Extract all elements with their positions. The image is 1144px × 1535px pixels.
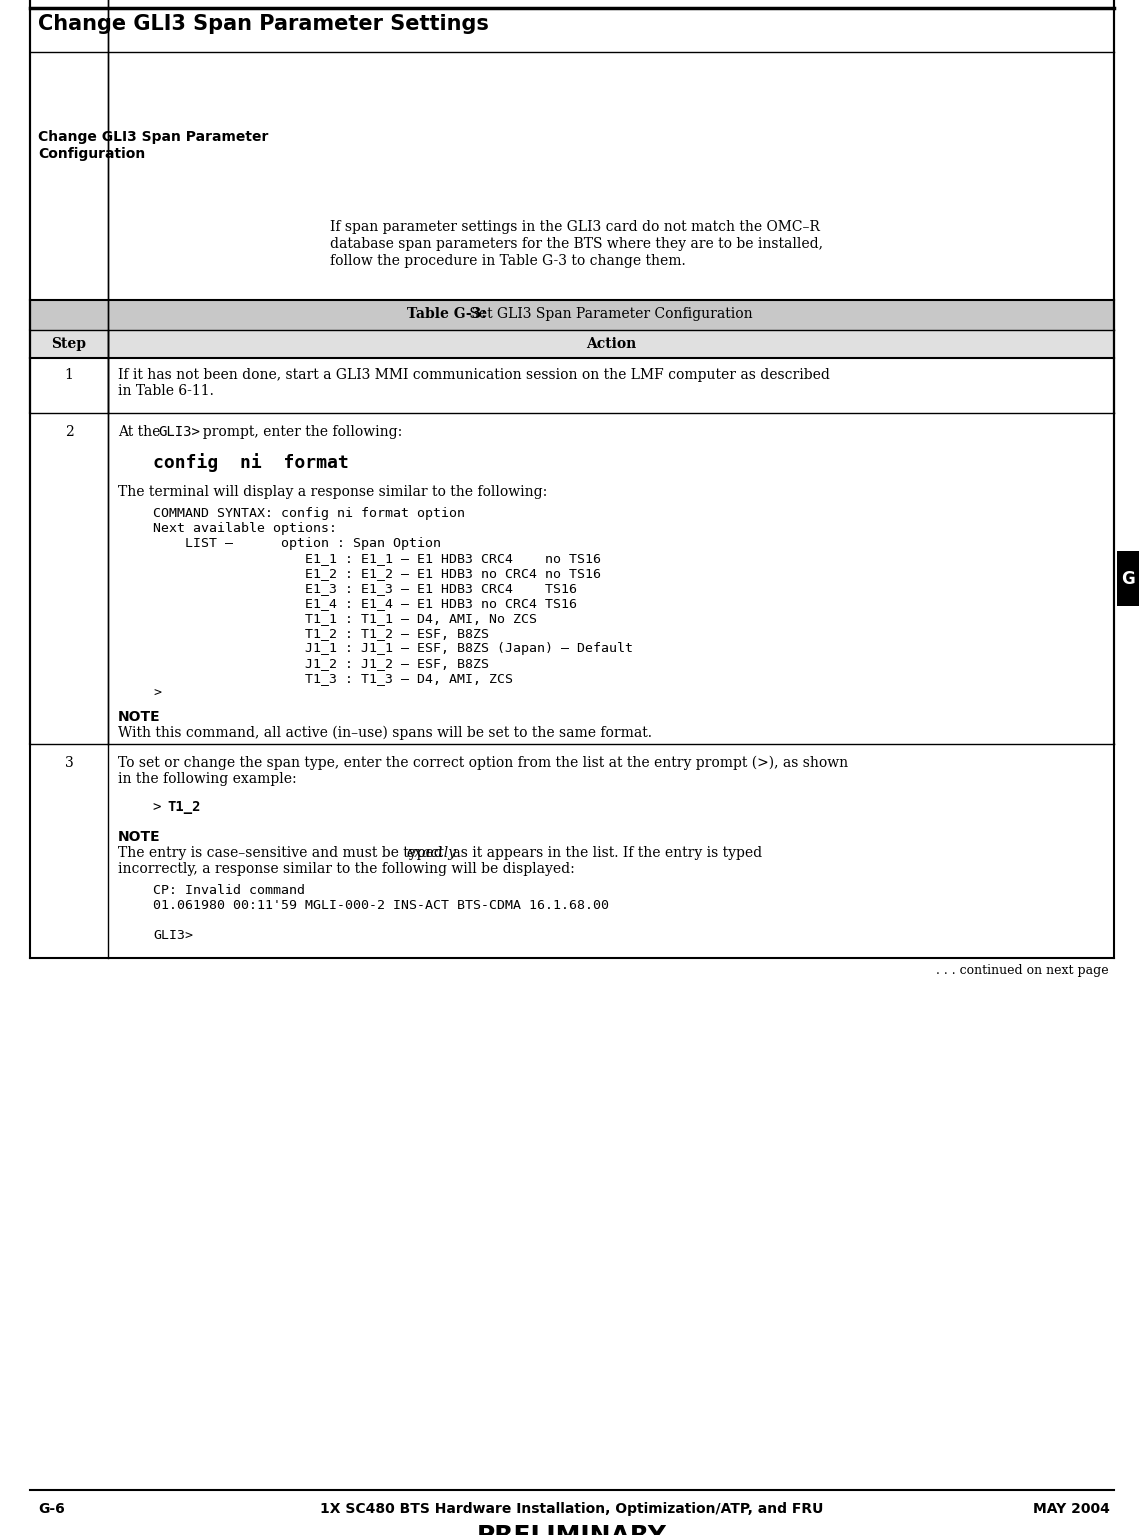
Text: To set or change the span type, enter the correct option from the list at the en: To set or change the span type, enter th… bbox=[118, 757, 848, 771]
Text: With this command, all active (in–use) spans will be set to the same format.: With this command, all active (in–use) s… bbox=[118, 726, 652, 740]
Bar bbox=[1117, 551, 1139, 606]
Text: If it has not been done, start a GLI3 MMI communication session on the LMF compu: If it has not been done, start a GLI3 MM… bbox=[118, 368, 829, 398]
Text: If span parameter settings in the GLI3 card do not match the OMC–R: If span parameter settings in the GLI3 c… bbox=[329, 220, 820, 233]
Text: 2: 2 bbox=[64, 425, 73, 439]
Text: COMMAND SYNTAX: config ni format option: COMMAND SYNTAX: config ni format option bbox=[153, 507, 464, 520]
Text: Action: Action bbox=[586, 338, 636, 352]
Text: exactly: exactly bbox=[406, 846, 456, 860]
Text: config  ni  format: config ni format bbox=[153, 453, 349, 471]
Text: Set GLI3 Span Parameter Configuration: Set GLI3 Span Parameter Configuration bbox=[464, 307, 753, 321]
Text: Change GLI3 Span Parameter Settings: Change GLI3 Span Parameter Settings bbox=[38, 14, 488, 34]
Text: >: > bbox=[153, 688, 161, 700]
Text: 3: 3 bbox=[64, 757, 73, 771]
Text: Table G-3:: Table G-3: bbox=[407, 307, 486, 321]
Text: CP: Invalid command: CP: Invalid command bbox=[153, 884, 305, 896]
Text: as it appears in the list. If the entry is typed: as it appears in the list. If the entry … bbox=[448, 846, 762, 860]
Text: PRELIMINARY: PRELIMINARY bbox=[477, 1524, 667, 1535]
Text: 01.061980 00:11'59 MGLI-000-2 INS-ACT BTS-CDMA 16.1.68.00: 01.061980 00:11'59 MGLI-000-2 INS-ACT BT… bbox=[153, 900, 609, 912]
Text: 1X SC480 BTS Hardware Installation, Optimization/ATP, and FRU: 1X SC480 BTS Hardware Installation, Opti… bbox=[320, 1503, 824, 1517]
Text: At the: At the bbox=[118, 425, 165, 439]
Bar bbox=[30, 299, 1114, 330]
Text: E1_4 : E1_4 – E1 HDB3 no CRC4 TS16: E1_4 : E1_4 – E1 HDB3 no CRC4 TS16 bbox=[153, 597, 577, 609]
Text: >: > bbox=[153, 800, 169, 814]
Text: prompt, enter the following:: prompt, enter the following: bbox=[194, 425, 403, 439]
Text: follow the procedure in Table G-3 to change them.: follow the procedure in Table G-3 to cha… bbox=[329, 253, 685, 269]
Text: J1_2 : J1_2 – ESF, B8ZS: J1_2 : J1_2 – ESF, B8ZS bbox=[153, 657, 488, 669]
Text: in the following example:: in the following example: bbox=[118, 772, 296, 786]
Text: Next available options:: Next available options: bbox=[153, 522, 337, 536]
Text: MAY 2004: MAY 2004 bbox=[1033, 1503, 1110, 1517]
Text: T1_3 : T1_3 – D4, AMI, ZCS: T1_3 : T1_3 – D4, AMI, ZCS bbox=[153, 672, 513, 685]
Text: E1_1 : E1_1 – E1 HDB3 CRC4    no TS16: E1_1 : E1_1 – E1 HDB3 CRC4 no TS16 bbox=[153, 553, 601, 565]
Text: The terminal will display a response similar to the following:: The terminal will display a response sim… bbox=[118, 485, 547, 499]
Text: G: G bbox=[1121, 569, 1135, 588]
Text: GLI3>: GLI3> bbox=[153, 929, 193, 942]
Text: Configuration: Configuration bbox=[38, 147, 145, 161]
Text: T1_1 : T1_1 – D4, AMI, No ZCS: T1_1 : T1_1 – D4, AMI, No ZCS bbox=[153, 612, 537, 625]
Text: LIST –      option : Span Option: LIST – option : Span Option bbox=[153, 537, 440, 550]
Text: E1_3 : E1_3 – E1 HDB3 CRC4    TS16: E1_3 : E1_3 – E1 HDB3 CRC4 TS16 bbox=[153, 582, 577, 596]
Text: NOTE: NOTE bbox=[118, 711, 160, 725]
Text: GLI3>: GLI3> bbox=[158, 425, 200, 439]
Text: incorrectly, a response similar to the following will be displayed:: incorrectly, a response similar to the f… bbox=[118, 863, 574, 876]
Text: 1: 1 bbox=[64, 368, 73, 382]
Text: NOTE: NOTE bbox=[118, 830, 160, 844]
Text: Change GLI3 Span Parameter: Change GLI3 Span Parameter bbox=[38, 130, 269, 144]
Bar bbox=[30, 330, 1114, 358]
Text: Step: Step bbox=[51, 338, 87, 352]
Text: The entry is case–sensitive and must be typed: The entry is case–sensitive and must be … bbox=[118, 846, 447, 860]
Text: J1_1 : J1_1 – ESF, B8ZS (Japan) – Default: J1_1 : J1_1 – ESF, B8ZS (Japan) – Defaul… bbox=[153, 642, 633, 655]
Text: T1_2 : T1_2 – ESF, B8ZS: T1_2 : T1_2 – ESF, B8ZS bbox=[153, 626, 488, 640]
Text: E1_2 : E1_2 – E1 HDB3 no CRC4 no TS16: E1_2 : E1_2 – E1 HDB3 no CRC4 no TS16 bbox=[153, 566, 601, 580]
Text: T1_2: T1_2 bbox=[167, 800, 200, 814]
Text: G-6: G-6 bbox=[38, 1503, 65, 1517]
Text: database span parameters for the BTS where they are to be installed,: database span parameters for the BTS whe… bbox=[329, 236, 823, 252]
Text: . . . continued on next page: . . . continued on next page bbox=[937, 964, 1109, 976]
